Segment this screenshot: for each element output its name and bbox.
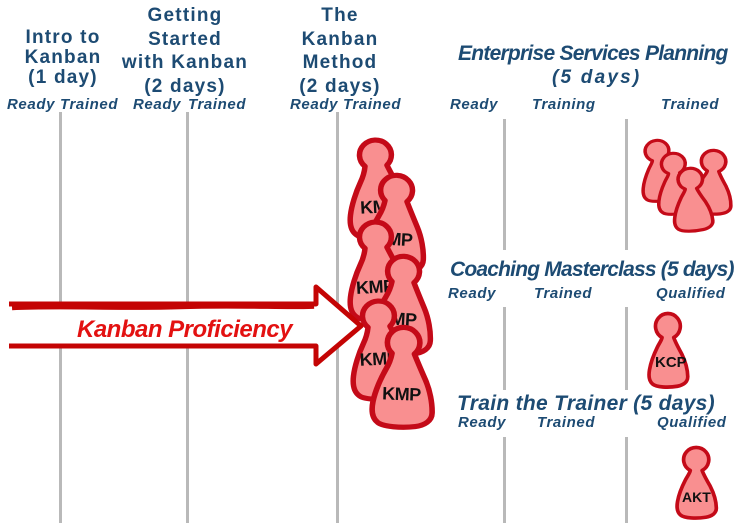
svg-text:AKT: AKT	[682, 489, 711, 505]
svg-text:KMP: KMP	[382, 383, 422, 404]
svg-text:Kanban Proficiency: Kanban Proficiency	[77, 316, 294, 343]
svg-text:KCP: KCP	[655, 354, 687, 371]
